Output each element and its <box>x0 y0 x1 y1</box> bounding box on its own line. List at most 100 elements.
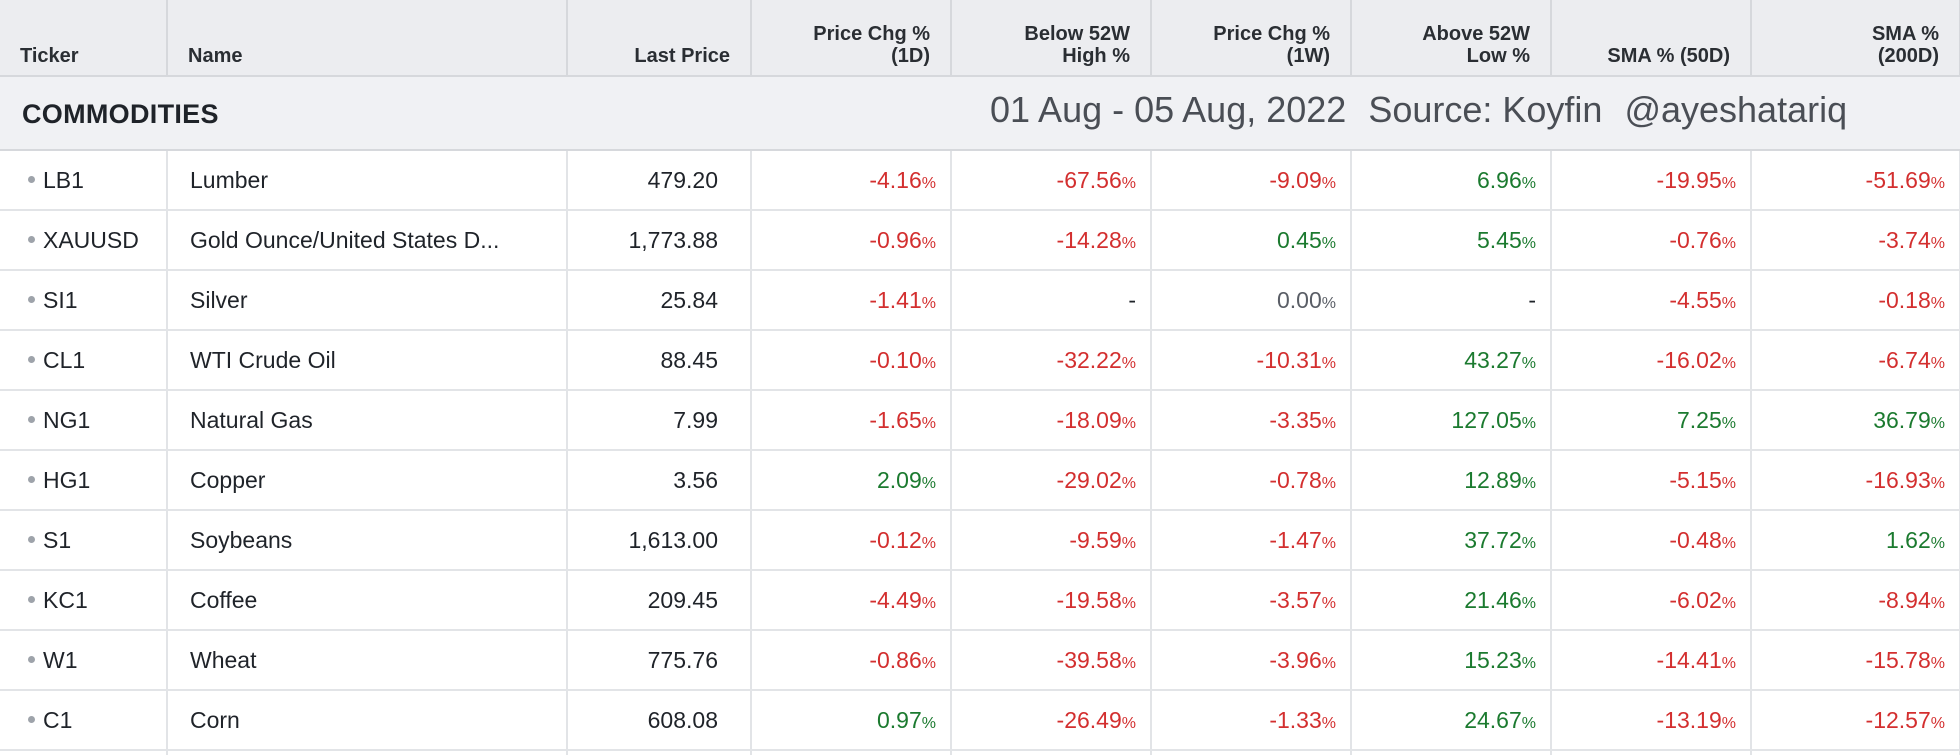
cell-price-chg-1w: 0.00% <box>1151 270 1352 331</box>
table-row[interactable]: SI1 Silver 25.84 -1.41% -0.00% - -4.55% -0.18% <box>0 270 1960 331</box>
percent-value: -4.55 <box>1669 286 1722 313</box>
percent-sign: % <box>1321 294 1336 312</box>
percent-sign: % <box>1930 714 1945 732</box>
ticker-symbol: HG1 <box>43 466 91 493</box>
percent-value: 0.00 <box>1277 286 1322 313</box>
percent-value: 36.79 <box>1873 406 1931 433</box>
column-header-sma-200d[interactable]: SMA % (200D) <box>1751 0 1960 77</box>
percent-value: -0.18 <box>1878 286 1931 313</box>
percent-sign: % <box>1521 354 1536 372</box>
cell-below-52w-high: - <box>951 270 1152 331</box>
percent-sign: % <box>1930 474 1945 492</box>
table-row[interactable]: KC1 Coffee 209.45 -4.49% -19.58% -3.57% 21.46%… <box>0 570 1960 631</box>
cell-price-chg-1d: -4.49% <box>751 570 952 631</box>
percent-value: 15.23 <box>1464 646 1522 673</box>
table-row[interactable]: CL1 WTI Crude Oil 88.45 -0.10% -32.22% -10.31… <box>0 330 1960 391</box>
percent-sign: % <box>1721 474 1736 492</box>
cell-ticker[interactable]: W1 <box>0 630 168 691</box>
percent-sign: % <box>1721 594 1736 612</box>
cell-above-52w-low: 21.46% <box>1351 570 1552 631</box>
cell-below-52w-high: -32.22% <box>951 330 1152 391</box>
percent-sign: % <box>921 414 936 432</box>
column-header-ticker[interactable]: Ticker <box>0 0 168 77</box>
header-row: Ticker Name Last Price Price Chg % (1D) B… <box>0 0 1960 77</box>
cell-above-52w-low: 12.89% <box>1351 450 1552 511</box>
cell-ticker[interactable]: KC1 <box>0 570 168 631</box>
cell-ticker[interactable]: SI1 <box>0 270 168 331</box>
percent-sign: % <box>1321 414 1336 432</box>
percent-sign: % <box>1930 414 1945 432</box>
cell-last-price: 7.99 <box>567 390 752 451</box>
cell-name[interactable]: WTI Crude Oil <box>167 330 568 391</box>
percent-sign: % <box>1321 654 1336 672</box>
table-row[interactable]: S1 Soybeans 1,613.00 -0.12% -9.59% -1.47% 37.7… <box>0 510 1960 571</box>
table-row[interactable]: HG1 Copper 3.56 2.09% -29.02% -0.78% 12.89% -5.… <box>0 450 1960 511</box>
percent-sign: % <box>1121 234 1136 252</box>
cell-ticker[interactable]: HG1 <box>0 450 168 511</box>
percent-value: -1.41 <box>869 286 922 313</box>
percent-sign: % <box>1321 174 1336 192</box>
table-row[interactable]: LB1 Lumber 479.20 -4.16% -67.56% -9.09% 6.96% -… <box>0 150 1960 211</box>
cell-price-chg-1d: -0.96% <box>751 210 952 271</box>
column-header-name[interactable]: Name <box>167 0 568 77</box>
table-row[interactable]: NG1 Natural Gas 7.99 -1.65% -18.09% -3.35% 127… <box>0 390 1960 451</box>
percent-sign: % <box>1521 474 1536 492</box>
ticker-symbol: C1 <box>43 706 73 733</box>
cell-above-52w-low: 5.45% <box>1351 210 1552 271</box>
cell-sma-200d: -12.57% <box>1751 690 1960 751</box>
percent-value: -13.19 <box>1656 706 1722 733</box>
percent-sign: % <box>921 234 936 252</box>
column-header-price-chg-1w[interactable]: Price Chg % (1W) <box>1151 0 1352 77</box>
cell-name[interactable]: Lumber <box>167 150 568 211</box>
cell-name[interactable]: Copper <box>167 450 568 511</box>
cell-ticker[interactable]: C1 <box>0 690 168 751</box>
column-header-sma-50d[interactable]: SMA % (50D) <box>1551 0 1752 77</box>
percent-sign: % <box>1930 294 1945 312</box>
cell-name[interactable]: Corn <box>167 690 568 751</box>
ticker-symbol: CL1 <box>43 346 86 373</box>
cell-last-price: 1,613.00 <box>567 510 752 571</box>
column-header-price-chg-1d[interactable]: Price Chg % (1D) <box>751 0 952 77</box>
percent-sign: % <box>1121 594 1136 612</box>
percent-sign: % <box>1721 534 1736 552</box>
cell-price-chg-1w: -10.31% <box>1151 330 1352 391</box>
percent-sign: % <box>1121 534 1136 552</box>
percent-sign: % <box>1121 714 1136 732</box>
percent-value: 6.96 <box>1477 166 1522 193</box>
cell-last-price: 1,773.88 <box>567 210 752 271</box>
cell-name[interactable]: Silver <box>167 270 568 331</box>
cell-name[interactable]: Coffee <box>167 570 568 631</box>
percent-value: -6.74 <box>1878 346 1931 373</box>
cell-below-52w-high: -9.59% <box>951 510 1152 571</box>
percent-value: -4.49 <box>869 586 922 613</box>
cell-name[interactable]: Wheat <box>167 630 568 691</box>
percent-value: -0.96 <box>869 226 922 253</box>
column-header-above-52w-low[interactable]: Above 52W Low % <box>1351 0 1552 77</box>
cell-ticker[interactable]: XAUUSD <box>0 210 168 271</box>
cell-sma-200d: -8.94% <box>1751 570 1960 631</box>
cell-ticker[interactable]: LB1 <box>0 150 168 211</box>
percent-sign: % <box>1121 654 1136 672</box>
cell-price-chg-1d: -1.65% <box>751 390 952 451</box>
cell-name[interactable]: Gold Ounce/United States D... <box>167 210 568 271</box>
column-header-below-52w-high[interactable]: Below 52W High % <box>951 0 1152 77</box>
ticker-symbol: NG1 <box>43 406 91 433</box>
table-row[interactable]: C1 Corn 608.08 0.97% -26.49% -1.33% 24.67% -13.… <box>0 690 1960 751</box>
percent-value: -26.49 <box>1056 706 1122 733</box>
cell-name[interactable]: Soybeans <box>167 510 568 571</box>
cell-above-52w-low: 6.96% <box>1351 150 1552 211</box>
cell-ticker[interactable]: NG1 <box>0 390 168 451</box>
table-row[interactable]: XAUUSD Gold Ounce/United States D... 1,773… <box>0 210 1960 271</box>
cell-below-52w-high: -67.56% <box>951 150 1152 211</box>
cell-ticker[interactable]: CL1 <box>0 330 168 391</box>
cell-price-chg-1d: -1.41% <box>751 270 952 331</box>
percent-value: -10.31 <box>1256 346 1322 373</box>
column-header-last-price[interactable]: Last Price <box>567 0 752 77</box>
cell-last-price: 775.76 <box>567 630 752 691</box>
cell-name[interactable]: Natural Gas <box>167 390 568 451</box>
cell-ticker[interactable]: S1 <box>0 510 168 571</box>
ticker-symbol: S1 <box>43 526 72 553</box>
percent-value: -0.10 <box>869 346 922 373</box>
percent-value: -3.96 <box>1269 646 1322 673</box>
table-row[interactable]: W1 Wheat 775.76 -0.86% -39.58% -3.96% 15.23% -1… <box>0 630 1960 691</box>
